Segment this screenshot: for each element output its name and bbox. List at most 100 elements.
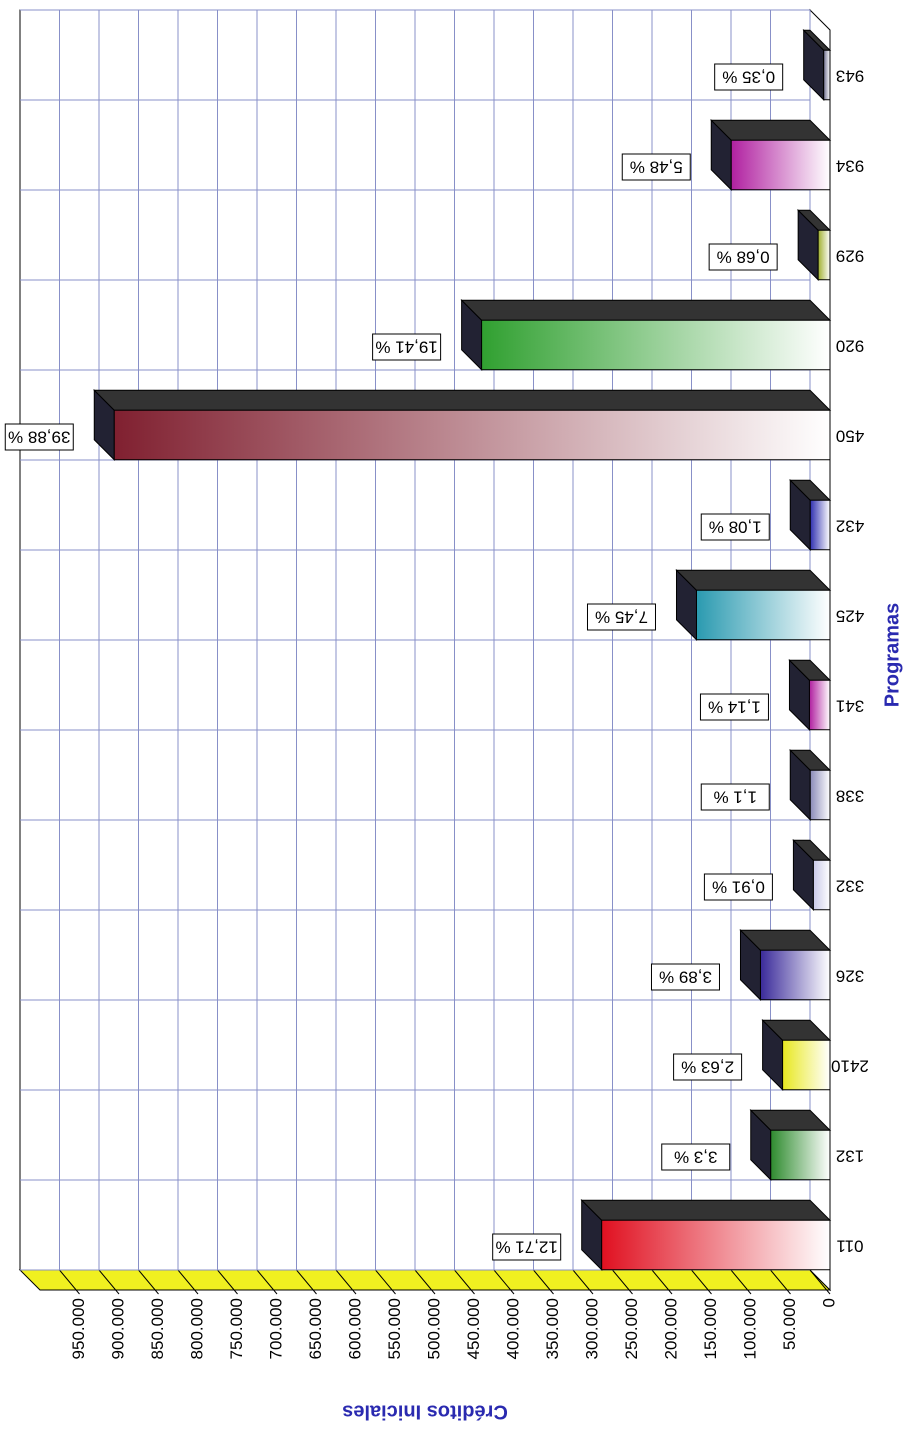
- label-box: [621, 153, 691, 181]
- data-label-text: 1,1 %: [714, 788, 757, 807]
- label-box: [650, 963, 720, 991]
- tick-mark: [98, 1269, 120, 1295]
- bar-front: [730, 139, 831, 191]
- label-box: [372, 333, 442, 361]
- tick-mark: [414, 1269, 436, 1295]
- bar: [789, 479, 832, 551]
- y-tick-label: 700.000: [266, 1298, 285, 1359]
- tick-mark: [533, 1269, 554, 1295]
- label-box: [708, 243, 778, 271]
- data-label-text: 7,45 %: [595, 608, 648, 627]
- y-tick-label: 100.000: [740, 1298, 759, 1359]
- data-label-text: 5,48 %: [630, 158, 683, 177]
- tick-mark: [256, 1269, 278, 1295]
- tick-mark: [770, 1269, 791, 1295]
- y-tick-label: 350.000: [543, 1298, 562, 1359]
- x-tick-label: 332: [836, 877, 864, 896]
- x-axis-title: Programas: [881, 603, 903, 708]
- y-tick-label: 750.000: [227, 1298, 246, 1359]
- tick-mark: [691, 1269, 712, 1295]
- floor: [809, 8, 831, 1292]
- tick-mark: [454, 1269, 475, 1295]
- bar-front: [759, 949, 831, 1001]
- bar: [789, 749, 832, 821]
- tick-mark: [296, 1269, 317, 1295]
- label-box: [4, 423, 74, 451]
- bar: [749, 1109, 832, 1181]
- tick-mark: [59, 1269, 80, 1295]
- bar: [675, 569, 832, 641]
- label-box: [703, 873, 773, 901]
- label-box: [700, 513, 770, 541]
- y-tick-label: 650.000: [306, 1298, 325, 1359]
- bar-side: [710, 119, 832, 141]
- y-tick-label: 0: [819, 1298, 838, 1307]
- y-tick-label: 500.000: [424, 1298, 443, 1359]
- x-tick-label: 132: [836, 1147, 864, 1166]
- x-tick-label: 450: [836, 427, 864, 446]
- bar: [788, 659, 832, 731]
- tick-mark: [335, 1269, 357, 1295]
- x-tick-label: 326: [836, 967, 864, 986]
- label-box: [586, 603, 656, 631]
- bar: [710, 119, 832, 191]
- y-tick-label: 150.000: [701, 1298, 720, 1359]
- y-tick-label: 450.000: [464, 1298, 483, 1359]
- x-tick-label: 943: [836, 67, 864, 86]
- bar-side: [675, 569, 832, 591]
- tick-mark: [572, 1269, 594, 1295]
- y-tick-label: 250.000: [622, 1298, 641, 1359]
- tick-mark: [375, 1269, 396, 1295]
- bar: [739, 929, 832, 1001]
- data-label: 1,1 %: [700, 783, 770, 811]
- data-label-text: 2,63 %: [681, 1058, 734, 1077]
- bar: [761, 1019, 832, 1091]
- data-label: 7,45 %: [586, 603, 656, 631]
- bar-front: [809, 499, 831, 551]
- y-tick-label: 950.000: [69, 1298, 88, 1359]
- data-label-text: 39,88 %: [8, 428, 70, 447]
- bar-front: [481, 319, 831, 371]
- data-label-text: 1,08 %: [709, 518, 762, 537]
- data-label: 5,48 %: [621, 153, 691, 181]
- x-tick-label: 425: [836, 607, 864, 626]
- y-tick-label: 850.000: [148, 1298, 167, 1359]
- tick-mark: [177, 1269, 199, 1295]
- x-tick-label: 432: [836, 517, 864, 536]
- data-label-text: 3,89 %: [659, 968, 712, 987]
- bar-side: [460, 299, 832, 321]
- tick-mark: [651, 1269, 673, 1295]
- x-tick-label: 920: [836, 337, 864, 356]
- label-box: [714, 63, 784, 91]
- y-tick-label: 550.000: [385, 1298, 404, 1359]
- data-label: 1,08 %: [700, 513, 770, 541]
- bar-front: [823, 49, 831, 101]
- x-tick-label: 338: [836, 787, 864, 806]
- bar: [796, 209, 832, 281]
- label-box: [700, 783, 770, 811]
- data-label: 0,35 %: [714, 63, 784, 91]
- bar: [580, 1199, 832, 1271]
- data-label: 12,71 %: [492, 1233, 562, 1261]
- data-label: 39,88 %: [4, 423, 74, 451]
- rotated-chart: Programas Créditos Iniciales 0 50.000 100.…: [4, 8, 903, 1423]
- bar-front: [695, 589, 831, 641]
- data-label-text: 0,91 %: [712, 878, 765, 897]
- data-label-text: 0,68 %: [717, 248, 770, 267]
- bar: [460, 299, 832, 371]
- y-tick-label: 400.000: [503, 1298, 522, 1359]
- bar-front: [809, 769, 831, 821]
- label-box: [673, 1053, 743, 1081]
- data-label-text: 0,35 %: [722, 68, 775, 87]
- label-box: [661, 1143, 731, 1171]
- y-tick-label: 600.000: [345, 1298, 364, 1359]
- tick-mark: [138, 1269, 159, 1295]
- tick-mark: [809, 1269, 831, 1295]
- bar-side: [93, 389, 832, 411]
- y-tick-label: 900.000: [108, 1298, 127, 1359]
- bar-front: [601, 1219, 831, 1271]
- data-label-text: 19,41 %: [375, 338, 437, 357]
- tick-mark: [217, 1269, 238, 1295]
- x-tick-label: 2410: [831, 1057, 869, 1076]
- tick-mark: [493, 1269, 515, 1295]
